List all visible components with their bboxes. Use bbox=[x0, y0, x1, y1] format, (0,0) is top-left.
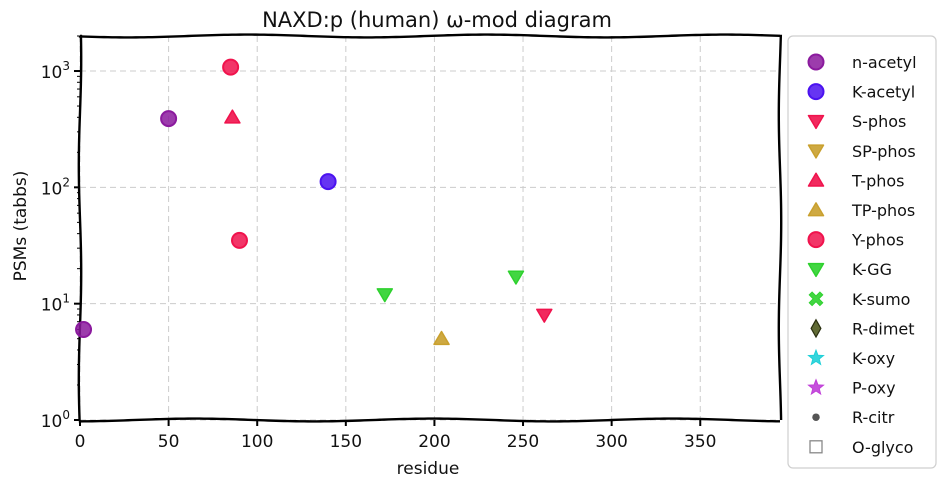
frame-bottom bbox=[78, 417, 781, 423]
x-tick-label: 350 bbox=[684, 432, 716, 452]
x-tick-label: 200 bbox=[418, 432, 450, 452]
legend-marker-tp-phos bbox=[807, 202, 825, 217]
data-point-n-acetyl bbox=[160, 110, 178, 128]
data-point-y-phos bbox=[222, 58, 240, 76]
legend-marker-sp-phos bbox=[807, 144, 825, 159]
data-point-n-acetyl bbox=[75, 320, 93, 338]
x-tick-label: 150 bbox=[330, 432, 362, 452]
legend-label: K-GG bbox=[852, 260, 892, 279]
legend-label: R-dimet bbox=[852, 319, 915, 338]
y-axis-label: PSMs (tabbs) bbox=[11, 171, 31, 282]
x-tick-label: 300 bbox=[595, 432, 627, 452]
legend-marker-r-citr bbox=[812, 413, 820, 421]
legend-marker-r-dimet bbox=[810, 318, 822, 339]
legend-label: n-acetyl bbox=[852, 53, 917, 72]
y-tick-label: 102 bbox=[41, 175, 70, 199]
legend-label: K-sumo bbox=[852, 290, 910, 309]
y-tick-label: 101 bbox=[41, 292, 70, 316]
frame-top bbox=[78, 33, 781, 39]
legend-label: O-glyco bbox=[852, 438, 913, 457]
data-point-k-acetyl bbox=[319, 173, 337, 191]
legend-label: P-oxy bbox=[852, 379, 896, 398]
data-points bbox=[75, 58, 553, 346]
legend-marker-n-acetyl bbox=[807, 53, 825, 71]
y-tick-label: 103 bbox=[41, 59, 70, 83]
plot-frame bbox=[77, 33, 783, 423]
x-tick-label: 50 bbox=[158, 432, 180, 452]
data-point-k-gg bbox=[507, 270, 525, 285]
data-point-y-phos bbox=[230, 231, 248, 249]
legend-label: SP-phos bbox=[852, 142, 916, 161]
legend-marker-s-phos bbox=[807, 114, 825, 130]
legend-box bbox=[787, 35, 937, 469]
legend-label: Y-phos bbox=[851, 231, 904, 250]
data-point-tp-phos bbox=[433, 330, 450, 346]
legend-label: T-phos bbox=[851, 171, 905, 190]
legend-marker-t-phos bbox=[807, 172, 825, 187]
frame-right bbox=[777, 34, 783, 421]
legend-label: S-phos bbox=[852, 112, 906, 131]
legend-marker-k-gg bbox=[807, 262, 825, 278]
legend-marker-p-oxy bbox=[807, 378, 825, 396]
legend-label: R-citr bbox=[852, 408, 895, 427]
grid-lines bbox=[79, 36, 780, 421]
legend-marker-k-sumo bbox=[808, 291, 824, 307]
data-point-t-phos bbox=[224, 109, 241, 124]
legend-label: K-acetyl bbox=[852, 83, 915, 102]
axis-ticks: 0 50 100 150 200 250 300 350 100 101 102 103 bbox=[41, 35, 716, 452]
data-point-k-gg bbox=[376, 288, 394, 303]
data-point-s-phos bbox=[536, 308, 553, 323]
legend: n-acetyl K-acetyl S-phos SP-phos T-phos TP-ph… bbox=[787, 35, 937, 469]
legend-marker-y-phos bbox=[807, 231, 825, 249]
x-tick-label: 100 bbox=[241, 432, 273, 452]
y-tick-label: 100 bbox=[41, 408, 70, 432]
legend-label: K-oxy bbox=[852, 349, 895, 368]
legend-label: TP-phos bbox=[851, 201, 915, 220]
x-tick-label: 250 bbox=[507, 432, 539, 452]
x-axis-label: residue bbox=[397, 459, 460, 479]
legend-marker-k-oxy bbox=[807, 348, 825, 366]
chart-title: NAXD:p (human) ω-mod diagram bbox=[262, 8, 612, 32]
x-tick-label: 0 bbox=[75, 432, 86, 452]
frame-left bbox=[77, 34, 83, 421]
legend-marker-k-acetyl bbox=[807, 83, 825, 101]
legend-marker-o-glyco bbox=[809, 440, 823, 454]
